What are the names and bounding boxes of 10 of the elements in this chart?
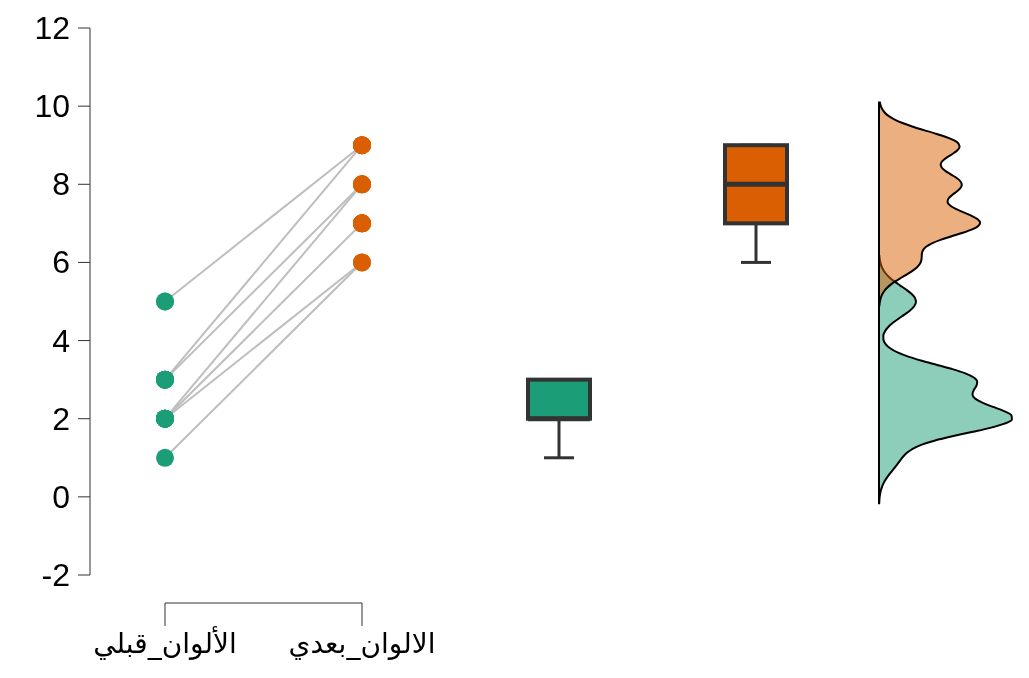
- y-tick-label: 8: [52, 166, 70, 203]
- y-tick-label: 6: [52, 244, 70, 281]
- y-tick-label: 0: [52, 478, 70, 515]
- y-tick-label: 2: [52, 400, 70, 437]
- y-tick-label: 12: [34, 10, 70, 46]
- x-tick-label: الألوان_قبلي: [93, 625, 237, 660]
- y-tick-label: 10: [34, 88, 70, 125]
- x-tick-label: الالوان_بعدي: [288, 627, 436, 660]
- y-tick-label: -2: [41, 557, 70, 593]
- y-tick-label: 4: [52, 322, 70, 359]
